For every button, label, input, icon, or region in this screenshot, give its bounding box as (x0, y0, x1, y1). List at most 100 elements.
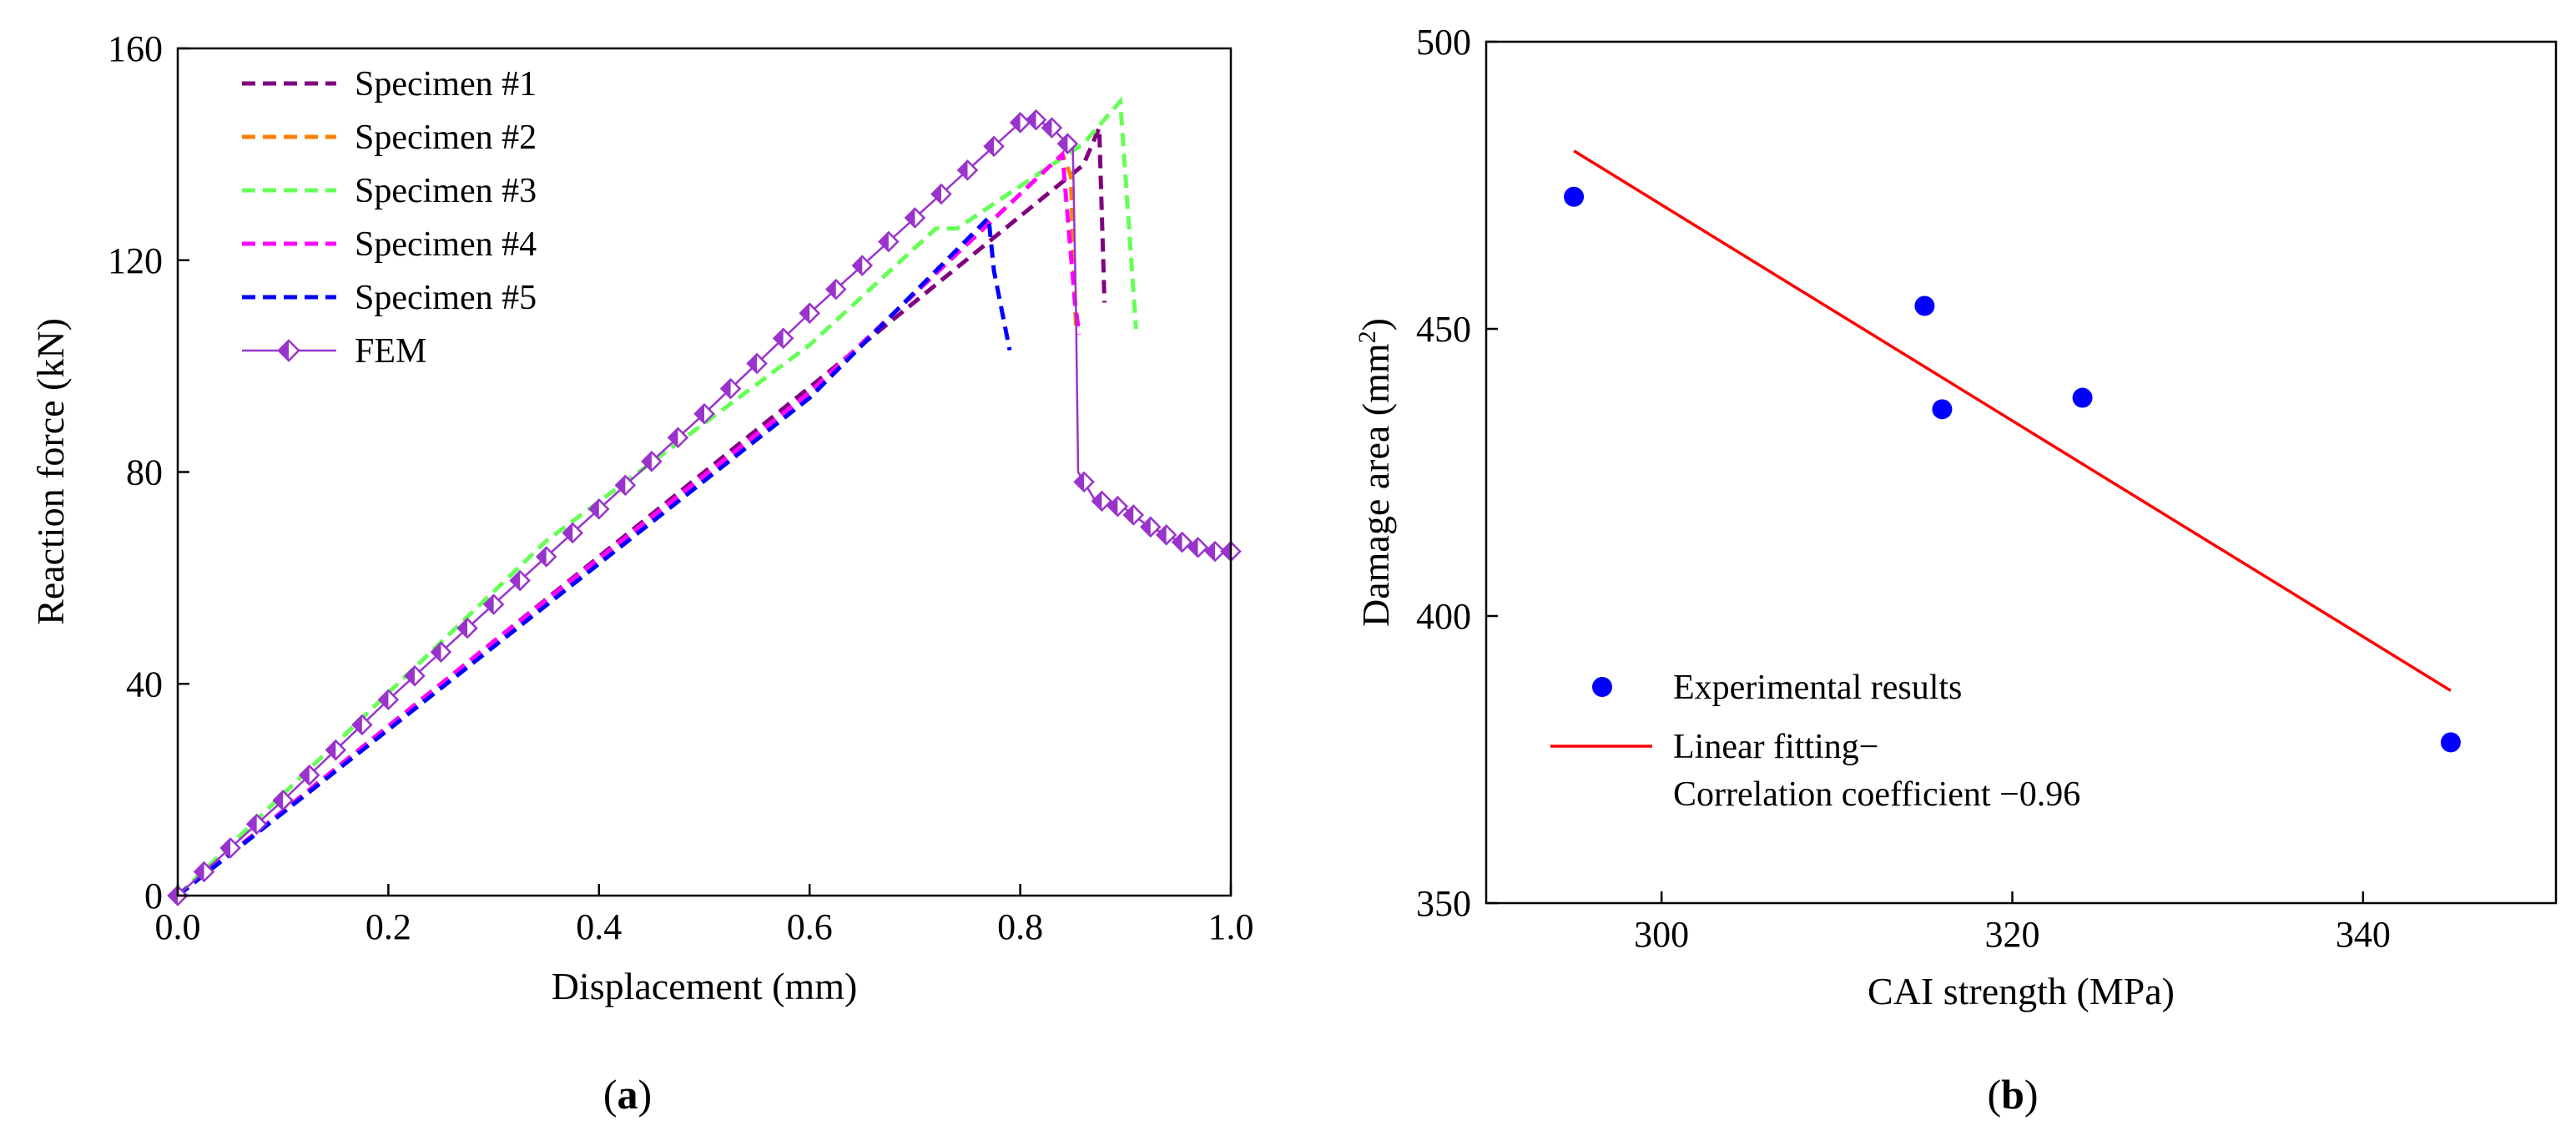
chart-b-point (1932, 399, 1953, 420)
chart-a-fem-marker (272, 790, 294, 811)
chart-b-ticks: 300 320 340 350 400 450 500 (1416, 22, 2391, 955)
chart-a-fem-marker (983, 135, 1005, 158)
chart-a-fem-marker (298, 764, 320, 786)
chart-b-ytick-label: 350 (1416, 883, 1471, 924)
chart-a-fem-marker (878, 230, 900, 253)
chart-a-fem-marker (1204, 540, 1226, 563)
chart-a-series-specimen-3 (176, 96, 1138, 897)
chart-b-point (2072, 387, 2093, 408)
chart-a-ytick-label: 40 (126, 664, 163, 704)
chart-a-fem-marker (588, 498, 610, 520)
chart-a-panel-label: (a) (603, 1071, 652, 1118)
chart-a-xtick-label: 0.2 (365, 906, 411, 947)
chart-a-ytick-label: 0 (144, 876, 163, 916)
chart-a-fem-marker (1041, 117, 1063, 139)
chart-a-fem-marker (904, 207, 926, 229)
chart-b-panel-letter: b (2001, 1071, 2024, 1118)
chart-a-ytick-label: 120 (108, 240, 163, 281)
chart-a-xtick-label: 0.8 (997, 906, 1043, 947)
chart-b-xtick-label: 340 (2336, 914, 2391, 955)
chart-b: 300 320 340 350 400 450 500 CAI strength (MPa)… (1354, 22, 2558, 1118)
chart-a-fem-marker (325, 739, 347, 761)
chart-a-fem-marker (851, 255, 874, 276)
chart-a-xlabel: Displacement (mm) (552, 965, 858, 1007)
chart-a-xtick-label: 0.4 (576, 906, 622, 947)
chart-b-legend: Experimental results Linear fitting− (1550, 669, 1962, 766)
chart-a-fem-marker (956, 159, 979, 181)
chart-b-point (1564, 186, 1585, 207)
chart-b-ylabel: Damage area (mm2) (1354, 318, 1398, 627)
chart-a-fem-marker (1171, 531, 1193, 553)
legend-b-label: Experimental results (1673, 669, 1962, 707)
chart-a-fem-marker (1107, 495, 1129, 517)
chart-a-fem-marker (719, 377, 742, 400)
chart-a-plot-area (167, 96, 1242, 906)
chart-a-fem-marker (562, 522, 584, 544)
chart-b-xlabel: CAI strength (MPa) (1868, 970, 2175, 1012)
chart-a-fem-marker (482, 593, 505, 615)
chart-a-series-specimen-5 (176, 213, 1012, 897)
chart-a-xtick-label: 0.6 (787, 906, 833, 947)
chart-a-fem-marker (1091, 490, 1113, 512)
chart-b-fit-line (1573, 149, 2452, 692)
chart-a-fem-marker (930, 183, 952, 205)
chart-a-fem-marker (614, 474, 637, 497)
chart-a-fem-marker (509, 569, 531, 592)
chart-b-ytick-label: 500 (1416, 22, 1471, 63)
chart-a-fem-marker (1056, 133, 1079, 154)
chart-a-fem-marker (430, 641, 452, 663)
legend-a-label-fem: FEM (355, 332, 426, 371)
chart-b-ylabel-main: Damage area (mm (1354, 343, 1397, 627)
chart-a-xtick-label: 0.0 (155, 906, 201, 947)
chart-a-fem-marker (377, 689, 400, 711)
legend-a-label-specimen-2: Specimen #2 (355, 119, 537, 157)
chart-a-legend: Specimen #1 Specimen #2 Specimen #3 Specime… (242, 65, 537, 371)
chart-b-plot-area (1564, 149, 2461, 753)
legend-a-label-specimen-5: Specimen #5 (355, 279, 537, 317)
chart-a: 0.0 0.2 0.4 0.6 0.8 1.0 0 40 80 120 160 Displaceme… (29, 28, 1254, 1118)
chart-a-fem-marker (693, 402, 715, 425)
legend-a-label-specimen-3: Specimen #3 (355, 172, 537, 210)
chart-a-fem-marker (456, 617, 478, 639)
legend-a-label-specimen-4: Specimen #4 (355, 225, 537, 264)
chart-a-fem-marker (1073, 471, 1095, 493)
legend-a-fem-marker (277, 339, 300, 362)
chart-b-ylabel-sup: 2 (1354, 331, 1381, 343)
chart-a-fem-marker (746, 352, 768, 375)
chart-b-frame (1485, 40, 2558, 905)
legend-a-label-specimen-1: Specimen #1 (355, 65, 537, 103)
chart-a-fem-marker (1187, 537, 1209, 558)
legend-b-point-swatch (1592, 677, 1612, 697)
chart-a-ylabel: Reaction force (kN) (29, 318, 72, 625)
chart-b-ylabel-end: ) (1354, 318, 1397, 331)
legend-b-label: Linear fitting− (1673, 728, 1878, 766)
chart-a-fem-marker (824, 278, 847, 300)
chart-a-ytick-label: 80 (126, 452, 163, 493)
chart-a-fem-marker (1025, 109, 1047, 131)
chart-a-fem-marker (193, 861, 215, 883)
chart-a-ytick-label: 160 (108, 28, 163, 69)
chart-a-fem-marker (245, 813, 268, 836)
chart-a-fem-marker (799, 302, 820, 324)
chart-b-point (2440, 732, 2461, 753)
chart-a-fem-marker (219, 837, 241, 859)
chart-b-ytick-label: 450 (1416, 309, 1471, 350)
chart-a-fem-marker (535, 546, 557, 568)
chart-a-fem-marker (404, 664, 426, 687)
chart-a-fem-marker (641, 451, 663, 472)
chart-a-fem-marker (667, 427, 689, 449)
chart-a-fem-marker (1155, 524, 1177, 546)
chart-b-point (1914, 295, 1935, 316)
chart-a-ticks: 0.0 0.2 0.4 0.6 0.8 1.0 0 40 80 120 160 (108, 28, 1254, 947)
chart-b-panel-label: (b) (1987, 1071, 2038, 1118)
chart-a-fem-marker (351, 714, 373, 736)
chart-b-annotation: Correlation coefficient −0.96 (1673, 775, 2080, 814)
chart-b-xtick-label: 320 (1984, 914, 2039, 955)
chart-a-fem-marker (1140, 516, 1162, 538)
chart-b-xtick-label: 300 (1634, 914, 1689, 955)
chart-a-xtick-label: 1.0 (1208, 906, 1254, 947)
chart-a-panel-letter: a (618, 1071, 638, 1118)
chart-a-fem-marker (1122, 504, 1145, 526)
chart-a-fem-marker (772, 327, 794, 350)
